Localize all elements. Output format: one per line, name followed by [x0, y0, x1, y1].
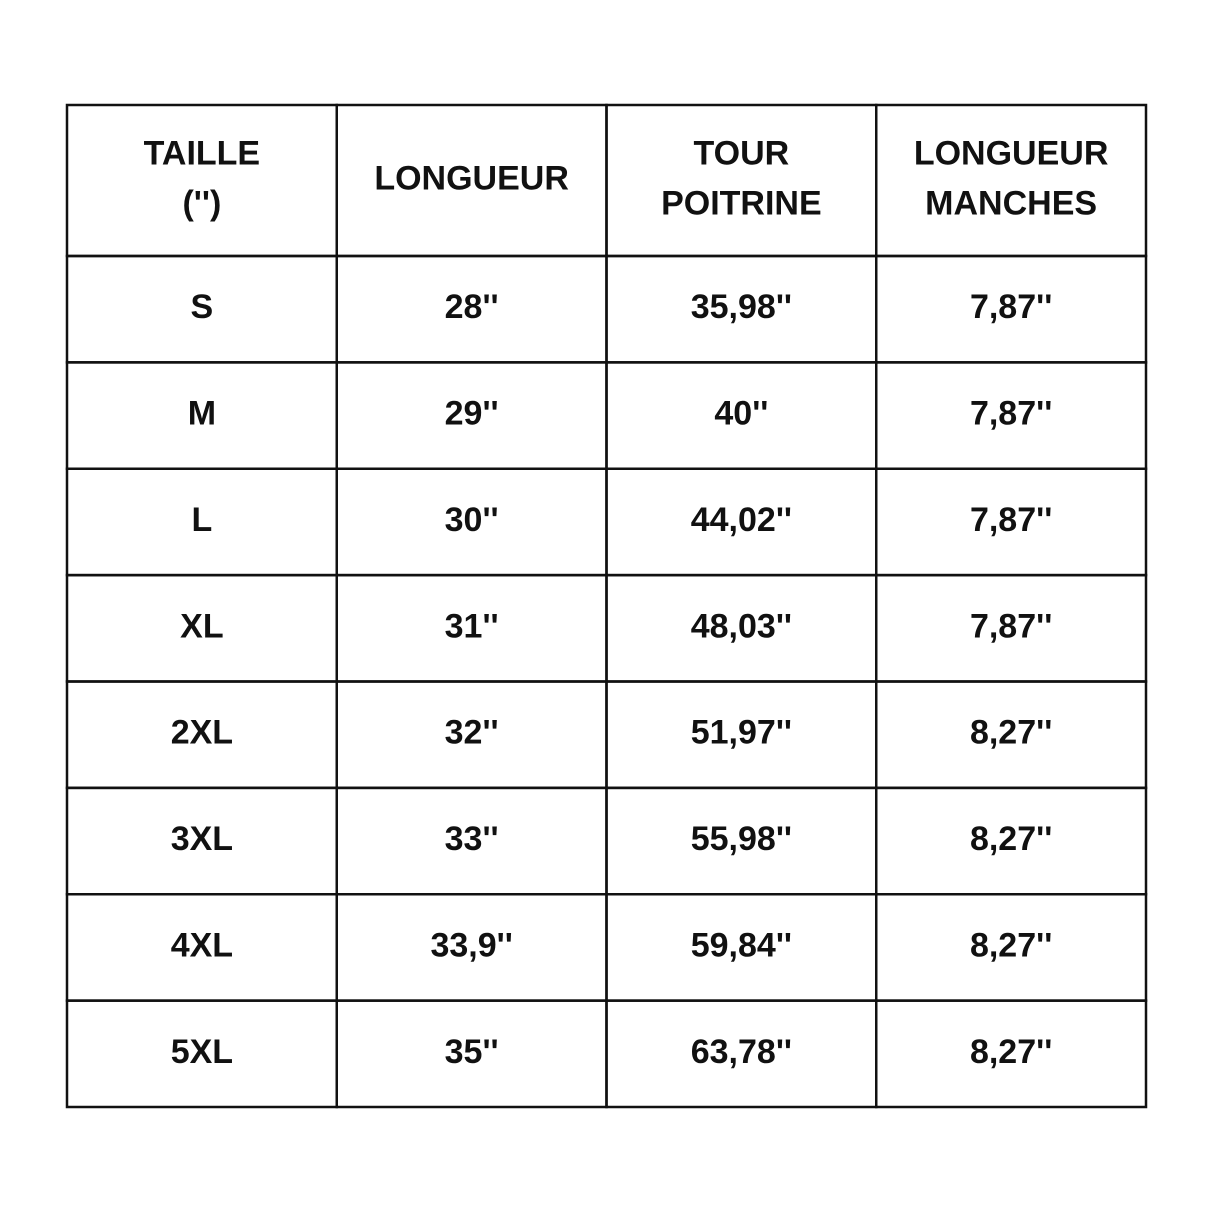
header-text: TOUR: [694, 134, 790, 172]
cell-text: 40'': [714, 395, 768, 433]
header-text: LONGUEUR: [374, 159, 569, 197]
cell-text: 33'': [445, 820, 499, 858]
cell-text: 48,03'': [691, 607, 792, 645]
cell-text: 28'': [445, 288, 499, 326]
cell-text: 33,9'': [430, 926, 512, 964]
cell-text: 30'': [445, 501, 499, 539]
header-cell: [875, 103, 1148, 258]
cell-text: 35'': [445, 1033, 499, 1071]
cell-text: 55,98'': [691, 820, 792, 858]
cell-text: 63,78'': [691, 1033, 792, 1071]
cell-text: 2XL: [171, 714, 233, 752]
cell-text: XL: [180, 607, 223, 645]
cell-text: 8,27'': [970, 926, 1052, 964]
cell-text: 29'': [445, 395, 499, 433]
cell-text: 7,87'': [970, 607, 1052, 645]
header-cell: [605, 103, 878, 258]
cell-text: 44,02'': [691, 501, 792, 539]
cell-text: 5XL: [171, 1033, 233, 1071]
cell-text: 35,98'': [691, 288, 792, 326]
header-text: MANCHES: [925, 184, 1097, 222]
header-text: POITRINE: [661, 184, 822, 222]
cell-text: 7,87'': [970, 501, 1052, 539]
cell-text: 8,27'': [970, 820, 1052, 858]
cell-text: 8,27'': [970, 714, 1052, 752]
cell-text: S: [191, 288, 214, 326]
header-text: (''): [182, 184, 221, 222]
cell-text: 59,84'': [691, 926, 792, 964]
cell-text: L: [191, 501, 212, 539]
cell-text: 51,97'': [691, 714, 792, 752]
cell-text: M: [188, 395, 216, 433]
cell-text: 32'': [445, 714, 499, 752]
header-text: TAILLE: [144, 134, 260, 172]
table-cell: [875, 999, 1148, 1109]
cell-text: 7,87'': [970, 395, 1052, 433]
cell-text: 4XL: [171, 926, 233, 964]
cell-text: 7,87'': [970, 288, 1052, 326]
header-cell: [65, 103, 338, 258]
header-text: LONGUEUR: [914, 134, 1109, 172]
cell-text: 31'': [445, 607, 499, 645]
cell-text: 8,27'': [970, 1033, 1052, 1071]
cell-text: 3XL: [171, 820, 233, 858]
